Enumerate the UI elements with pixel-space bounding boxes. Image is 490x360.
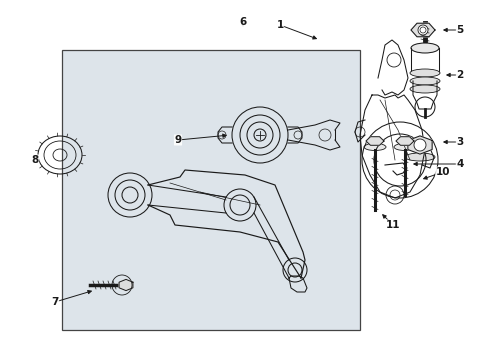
Text: 5: 5 — [456, 25, 464, 35]
Text: 4: 4 — [456, 159, 464, 169]
Text: 9: 9 — [174, 135, 182, 145]
Circle shape — [414, 139, 426, 151]
Ellipse shape — [405, 153, 435, 161]
Text: 8: 8 — [31, 155, 39, 165]
Text: 1: 1 — [276, 20, 284, 30]
Bar — [62, 50, 360, 330]
Text: 11: 11 — [386, 220, 400, 230]
Circle shape — [418, 25, 428, 35]
Ellipse shape — [411, 43, 439, 53]
Text: 6: 6 — [240, 17, 246, 27]
Text: 10: 10 — [436, 167, 450, 177]
Polygon shape — [366, 137, 384, 145]
Text: 2: 2 — [456, 70, 464, 80]
Text: 3: 3 — [456, 137, 464, 147]
Ellipse shape — [410, 85, 440, 93]
Ellipse shape — [410, 77, 440, 85]
Ellipse shape — [364, 144, 386, 150]
Ellipse shape — [410, 69, 440, 77]
Polygon shape — [396, 137, 414, 145]
Circle shape — [420, 27, 426, 33]
Text: 7: 7 — [51, 297, 59, 307]
Polygon shape — [119, 279, 133, 291]
Polygon shape — [408, 136, 432, 154]
Ellipse shape — [394, 144, 416, 150]
Polygon shape — [411, 23, 435, 37]
